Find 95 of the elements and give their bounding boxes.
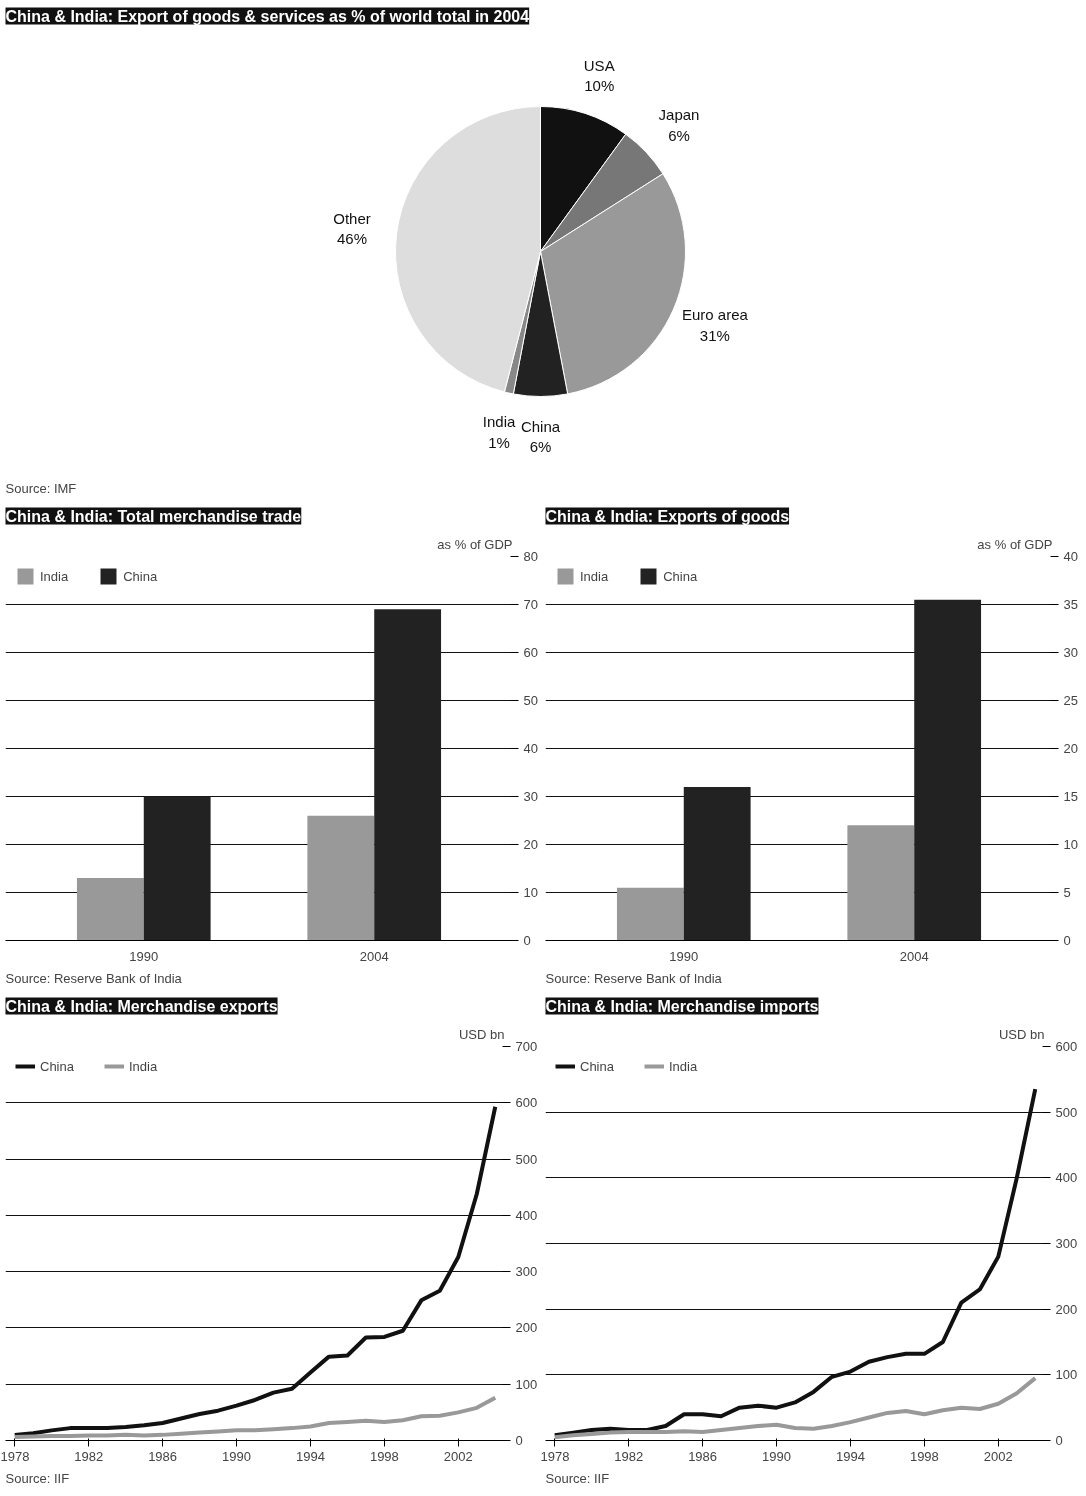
y-tick-label: 400 xyxy=(1055,1170,1078,1186)
bar xyxy=(616,887,684,941)
y-tick-label: 5 xyxy=(1063,885,1071,900)
line-series xyxy=(12,1395,498,1440)
data-label: 31% xyxy=(699,326,730,344)
x-tick-label: 1986 xyxy=(148,1448,178,1464)
chart-title: China & India: Exports of goods xyxy=(545,507,790,525)
slice-label: China xyxy=(520,417,561,435)
slice-label: USA xyxy=(583,56,615,74)
slice-label: Japan xyxy=(658,106,700,124)
x-tick-label: 1990 xyxy=(222,1448,251,1464)
chart-title: China & India: Merchandise imports xyxy=(545,997,819,1015)
x-tick-label: 2004 xyxy=(899,948,929,964)
slice-label: India xyxy=(482,413,516,431)
legend-label: India xyxy=(128,1058,158,1074)
chart-title: China & India: Total merchandise trade xyxy=(5,507,302,525)
slice-label: Other xyxy=(333,209,371,227)
y-tick-label: 100 xyxy=(515,1376,538,1392)
x-tick-label: 1990 xyxy=(762,1448,791,1464)
data-label: 1% xyxy=(488,433,510,451)
chart-title: China & India: Export of goods & services as % of world total in 2004 xyxy=(5,7,530,25)
y-tick-label: 50 xyxy=(523,693,538,708)
bar xyxy=(307,815,375,941)
source-note: Source: Reserve Bank of India xyxy=(545,970,723,986)
y-axis-title: USD bn xyxy=(458,1026,505,1042)
legend-label: India xyxy=(40,568,69,584)
y-tick-label: 500 xyxy=(515,1151,538,1167)
x-tick-label: 1998 xyxy=(909,1448,939,1464)
y-tick-label: 200 xyxy=(1055,1301,1078,1317)
legend-label: China xyxy=(40,1058,74,1074)
y-tick-label: 30 xyxy=(523,789,538,804)
y-tick-label: 200 xyxy=(515,1320,538,1336)
bar xyxy=(374,609,442,941)
y-axis-title: as % of GDP xyxy=(437,536,513,552)
source-note: Source: IIF xyxy=(545,1470,610,1486)
y-tick-label: 80 xyxy=(523,549,538,564)
bar xyxy=(76,878,144,941)
y-tick-label: 40 xyxy=(523,741,538,756)
y-axis-title: USD bn xyxy=(998,1026,1045,1042)
x-tick-label: 1990 xyxy=(669,948,699,964)
legend-label: China xyxy=(663,568,698,584)
legend-label: China xyxy=(123,568,158,584)
x-tick-label: 1990 xyxy=(129,948,159,964)
legend-label: India xyxy=(580,568,609,584)
y-tick-label: 10 xyxy=(1063,837,1078,852)
y-tick-label: 20 xyxy=(523,837,538,852)
x-tick-label: 1978 xyxy=(0,1448,30,1464)
line-series xyxy=(552,1376,1038,1440)
x-tick-label: 2002 xyxy=(443,1448,473,1464)
x-tick-label: 2002 xyxy=(983,1448,1013,1464)
y-tick-label: 400 xyxy=(515,1207,538,1223)
bar xyxy=(914,599,982,941)
y-tick-label: 600 xyxy=(1055,1039,1078,1054)
x-tick-label: 1982 xyxy=(614,1448,644,1464)
data-label: 6% xyxy=(668,126,690,144)
legend-label: India xyxy=(668,1058,698,1074)
bar xyxy=(683,786,751,941)
source-note: Source: Reserve Bank of India xyxy=(5,970,183,986)
source-note: Source: IMF xyxy=(5,480,77,496)
y-tick-label: 15 xyxy=(1063,789,1078,804)
chart-title: China & India: Merchandise exports xyxy=(5,997,278,1015)
legend-label: China xyxy=(580,1058,614,1074)
data-label: 6% xyxy=(529,438,552,456)
y-tick-label: 0 xyxy=(523,933,531,948)
y-tick-label: 0 xyxy=(515,1433,523,1448)
x-tick-label: 1986 xyxy=(688,1448,718,1464)
y-tick-label: 40 xyxy=(1063,549,1078,564)
y-tick-label: 0 xyxy=(1063,933,1071,948)
x-tick-label: 1982 xyxy=(74,1448,104,1464)
slice-label: Euro area xyxy=(681,306,749,324)
y-tick-label: 300 xyxy=(1055,1236,1078,1251)
y-tick-label: 70 xyxy=(523,597,538,612)
data-label: 10% xyxy=(584,77,615,95)
y-tick-label: 20 xyxy=(1063,741,1078,756)
x-tick-label: 1994 xyxy=(295,1448,325,1464)
y-tick-label: 100 xyxy=(1055,1367,1078,1383)
y-tick-label: 60 xyxy=(523,645,538,660)
x-tick-label: 2004 xyxy=(359,948,389,964)
data-label: 46% xyxy=(336,230,368,248)
y-axis-title: as % of GDP xyxy=(977,536,1053,552)
source-note: Source: IIF xyxy=(5,1470,70,1486)
x-tick-label: 1998 xyxy=(369,1448,399,1464)
y-tick-label: 600 xyxy=(515,1095,538,1111)
bar xyxy=(847,825,915,941)
y-tick-label: 25 xyxy=(1063,693,1078,708)
y-tick-label: 0 xyxy=(1055,1433,1063,1448)
y-tick-label: 500 xyxy=(1055,1104,1078,1120)
x-tick-label: 1978 xyxy=(540,1448,570,1464)
y-tick-label: 30 xyxy=(1063,645,1078,660)
y-tick-label: 700 xyxy=(515,1039,538,1054)
y-tick-label: 10 xyxy=(523,885,538,900)
x-tick-label: 1994 xyxy=(835,1448,865,1464)
bar xyxy=(143,796,211,941)
y-tick-label: 300 xyxy=(515,1264,538,1280)
y-tick-label: 35 xyxy=(1063,597,1078,612)
